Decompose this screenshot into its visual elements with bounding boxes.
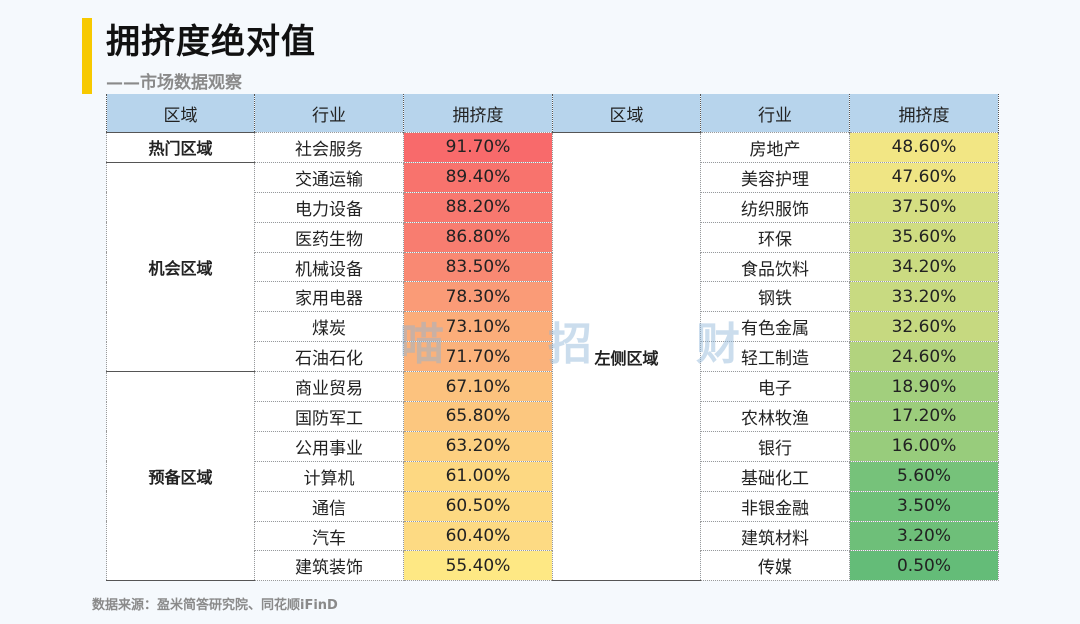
crowding-value-cell: 37.50%	[849, 191, 999, 223]
industry-cell: 基础化工	[700, 460, 850, 492]
industry-cell: 石油石化	[254, 341, 404, 373]
crowding-value-cell: 63.20%	[403, 430, 553, 462]
industry-cell: 公用事业	[254, 430, 404, 462]
industry-cell: 计算机	[254, 460, 404, 492]
zone-cell-left: 左侧区域	[552, 131, 701, 582]
industry-cell: 食品饮料	[700, 251, 850, 283]
crowding-value-cell: 33.20%	[849, 281, 999, 313]
crowding-value-cell: 17.20%	[849, 401, 999, 432]
table-row: 医药生物 86.80% 环保 35.60%	[107, 221, 999, 253]
header-crowding-left: 拥挤度	[403, 94, 553, 133]
industry-cell: 煤炭	[254, 311, 404, 343]
header-zone-left: 区域	[106, 94, 255, 133]
crowding-value-cell: 73.10%	[403, 311, 553, 343]
crowding-value-cell: 32.60%	[849, 311, 999, 343]
header-crowding-right: 拥挤度	[849, 94, 999, 133]
table-row: 通信 60.50% 非银金融 3.50%	[107, 490, 999, 522]
industry-cell: 轻工制造	[700, 341, 850, 373]
crowding-value-cell: 83.50%	[403, 251, 553, 283]
title-accent-bar	[82, 18, 92, 94]
crowding-value-cell: 3.20%	[849, 520, 999, 552]
crowding-value-cell: 60.40%	[403, 520, 553, 552]
industry-cell: 社会服务	[254, 132, 404, 163]
table-row: 石油石化 71.70% 轻工制造 24.60%	[107, 341, 999, 373]
industry-cell: 有色金属	[700, 311, 850, 343]
table-row: 煤炭 73.10% 有色金属 32.60%	[107, 311, 999, 343]
industry-cell: 建筑材料	[700, 520, 850, 552]
table-row: 建筑装饰 55.40% 传媒 0.50%	[107, 550, 999, 582]
industry-cell: 房地产	[700, 132, 850, 163]
table-row: 家用电器 78.30% 钢铁 33.20%	[107, 281, 999, 313]
crowding-value-cell: 5.60%	[849, 460, 999, 492]
crowding-value-cell: 60.50%	[403, 490, 553, 522]
table-row: 机会区域 交通运输 89.40% 美容护理 47.60%	[106, 161, 999, 373]
zone-cell-reserve: 预备区域	[106, 371, 255, 582]
crowding-value-cell: 35.60%	[849, 221, 999, 253]
crowding-value-cell: 0.50%	[849, 550, 999, 582]
industry-cell: 家用电器	[254, 281, 404, 313]
industry-cell: 传媒	[700, 550, 850, 582]
industry-cell: 农林牧渔	[700, 401, 850, 432]
table-row: 热门区域 社会服务 91.70% 左侧区域 房地产 48.60%	[106, 131, 999, 582]
zone-cell-hot: 热门区域	[106, 132, 255, 163]
industry-cell: 银行	[700, 430, 850, 462]
industry-cell: 通信	[254, 490, 404, 522]
page-subtitle: ——市场数据观察	[106, 73, 242, 93]
table-row: 预备区域 商业贸易 67.10% 电子 18.90%	[106, 371, 999, 582]
industry-cell: 医药生物	[254, 221, 404, 253]
crowding-value-cell: 78.30%	[403, 281, 553, 313]
crowding-value-cell: 3.50%	[849, 490, 999, 522]
header-industry-right: 行业	[700, 94, 850, 133]
crowding-value-cell: 71.70%	[403, 341, 553, 373]
industry-cell: 电力设备	[254, 191, 404, 223]
table-row: 电力设备 88.20% 纺织服饰 37.50%	[107, 191, 999, 223]
crowding-table: 区域 行业 拥挤度 区域 行业 拥挤度 热门区域 社会服务 91.70% 左侧区域 房地…	[106, 94, 999, 582]
industry-cell: 电子	[700, 371, 850, 403]
crowding-value-cell: 65.80%	[403, 401, 553, 432]
crowding-value-cell: 88.20%	[403, 191, 553, 223]
crowding-value-cell: 47.60%	[849, 161, 999, 193]
industry-cell: 美容护理	[700, 161, 850, 193]
crowding-value-cell: 34.20%	[849, 251, 999, 283]
zone-cell-opportunity: 机会区域	[106, 161, 255, 373]
page-title: 拥挤度绝对值	[106, 22, 316, 62]
crowding-value-cell: 24.60%	[849, 341, 999, 373]
table-row: 国防军工 65.80% 农林牧渔 17.20%	[107, 401, 999, 432]
crowding-value-cell: 61.00%	[403, 460, 553, 492]
industry-cell: 建筑装饰	[254, 550, 404, 582]
table-row: 公用事业 63.20% 银行 16.00%	[107, 430, 999, 462]
crowding-value-cell: 16.00%	[849, 430, 999, 462]
table-row: 机械设备 83.50% 食品饮料 34.20%	[107, 251, 999, 283]
industry-cell: 商业贸易	[254, 371, 404, 403]
header-zone-right: 区域	[552, 94, 701, 133]
data-source-note: 数据来源：盈米简答研究院、同花顺iFinD	[92, 598, 338, 613]
industry-cell: 纺织服饰	[700, 191, 850, 223]
crowding-value-cell: 48.60%	[849, 132, 999, 163]
crowding-value-cell: 18.90%	[849, 371, 999, 403]
industry-cell: 机械设备	[254, 251, 404, 283]
crowding-value-cell: 67.10%	[403, 371, 553, 403]
industry-cell: 汽车	[254, 520, 404, 552]
crowding-value-cell: 91.70%	[403, 132, 553, 163]
industry-cell: 交通运输	[254, 161, 404, 193]
industry-cell: 非银金融	[700, 490, 850, 522]
crowding-value-cell: 89.40%	[403, 161, 553, 193]
industry-cell: 环保	[700, 221, 850, 253]
table-row: 汽车 60.40% 建筑材料 3.20%	[107, 520, 999, 552]
industry-cell: 国防军工	[254, 401, 404, 432]
crowding-value-cell: 86.80%	[403, 221, 553, 253]
header-industry-left: 行业	[254, 94, 404, 133]
crowding-value-cell: 55.40%	[403, 550, 553, 582]
table-header-row: 区域 行业 拥挤度 区域 行业 拥挤度	[106, 94, 999, 133]
industry-cell: 钢铁	[700, 281, 850, 313]
